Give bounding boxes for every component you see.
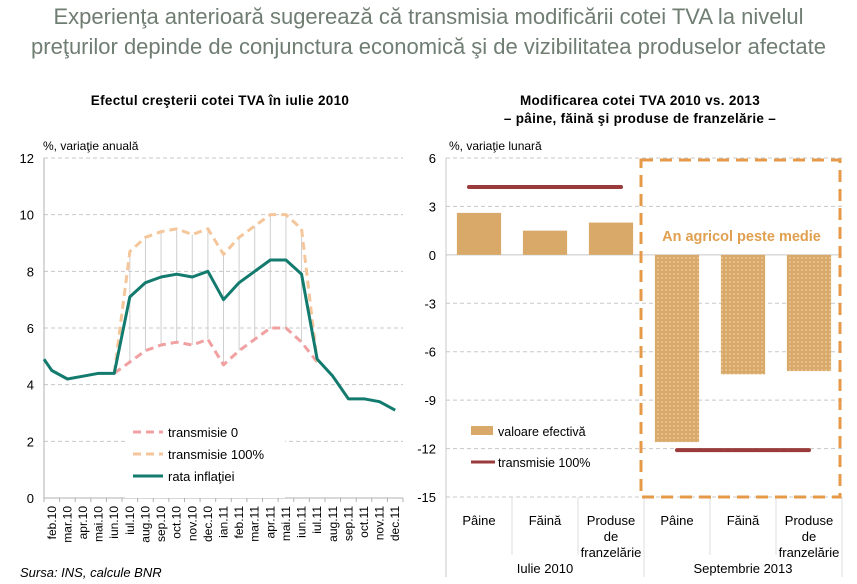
x-tick-label: oct.11 bbox=[357, 506, 371, 538]
group-label: Septembrie 2013 bbox=[693, 561, 792, 576]
bar bbox=[522, 230, 568, 255]
x-tick-label: ian.11 bbox=[217, 506, 231, 538]
right-chart-unit: %, variaţie lunară bbox=[449, 139, 542, 153]
x-category-label-word: franzelărie bbox=[581, 545, 642, 560]
x-category-label: Pâine bbox=[462, 513, 495, 528]
x-tick-label: feb.11 bbox=[232, 506, 246, 539]
right-chart-title: Modificarea cotei TVA 2010 vs. 2013 – pâ… bbox=[430, 92, 850, 128]
x-category-label-word: Făină bbox=[529, 513, 562, 528]
y-tick-label: 6 bbox=[27, 321, 34, 336]
series-line-transmisie-100- bbox=[112, 213, 319, 374]
left-chart-title: Efectul creşterii cotei TVA în iulie 201… bbox=[90, 93, 350, 108]
x-category-label-word: de bbox=[802, 529, 816, 544]
bar bbox=[786, 254, 832, 372]
x-tick-label: nov.11 bbox=[373, 506, 387, 541]
x-category-label-word: Pâine bbox=[462, 513, 495, 528]
right-chart-title-line1: Modificarea cotei TVA 2010 vs. 2013 bbox=[519, 93, 761, 108]
x-tick-label: apr.11 bbox=[263, 506, 277, 539]
y-tick-label: 2 bbox=[27, 434, 34, 449]
legend-label: transmisie 100% bbox=[498, 456, 590, 470]
x-tick-label: iun.11 bbox=[295, 506, 309, 538]
x-tick-label: nov.10 bbox=[185, 506, 199, 541]
x-tick-label: iul.10 bbox=[123, 506, 137, 535]
x-tick-label: oct.10 bbox=[170, 506, 184, 539]
x-category-label: Produse de franzelărie bbox=[779, 513, 840, 560]
legend-label: transmisie 100% bbox=[168, 447, 265, 462]
y-tick-label: 12 bbox=[20, 151, 34, 166]
x-category-label-word: Produse bbox=[587, 513, 635, 528]
title-line-1: Experienţa anterioară sugerează că trans… bbox=[53, 4, 804, 29]
title-line-2: preţurilor depinde de conjunctura econom… bbox=[31, 34, 826, 59]
legend: transmisie 0 transmisie 100% rata inflaţie… bbox=[125, 418, 285, 498]
x-tick-label: mar.11 bbox=[248, 506, 262, 542]
x-tick-label: aug.10 bbox=[138, 506, 152, 543]
series-line-transmisie-0 bbox=[113, 326, 319, 375]
x-tick-label: mai.11 bbox=[279, 506, 293, 541]
x-tick-label: feb.10 bbox=[45, 506, 59, 540]
x-category-label-word: de bbox=[604, 529, 618, 544]
x-category-label-word: franzelărie bbox=[779, 545, 840, 560]
legend-label: valoare efectivă bbox=[498, 425, 586, 439]
group-label: Iulie 2010 bbox=[517, 561, 573, 576]
x-tick-label: iul.11 bbox=[310, 506, 324, 534]
x-category-label: Făină bbox=[727, 513, 760, 528]
y-tick-label: 4 bbox=[27, 378, 34, 393]
annotation-box bbox=[639, 158, 842, 499]
x-category-label-word: Făină bbox=[727, 513, 760, 528]
x-tick-label: apr.10 bbox=[76, 506, 90, 540]
right-chart-subtitle: – pâine, făină şi produse de franzelărie… bbox=[503, 111, 777, 126]
x-tick-label: dec.11 bbox=[388, 506, 402, 541]
left-chart-unit: %, variaţie anuală bbox=[43, 139, 139, 153]
bar bbox=[720, 254, 766, 375]
x-category-label: Făină bbox=[529, 513, 562, 528]
x-category-label: Pâine bbox=[660, 513, 693, 528]
y-tick-label: 10 bbox=[20, 208, 34, 223]
series-line-rata-infla-iei bbox=[42, 258, 396, 412]
x-category-label: Produse de franzelărie bbox=[581, 513, 642, 560]
y-tick-label: 0 bbox=[27, 491, 34, 506]
source-note: Sursa: INS, calcule BNR bbox=[20, 565, 162, 580]
legend-label: rata inflaţiei bbox=[168, 469, 235, 484]
x-tick-label: iun.10 bbox=[107, 506, 121, 539]
x-tick-label: aug.11 bbox=[326, 506, 340, 542]
legend-label: transmisie 0 bbox=[168, 425, 238, 440]
x-category-label-word: Pâine bbox=[660, 513, 693, 528]
x-tick-label: sep.10 bbox=[154, 506, 168, 542]
bar bbox=[654, 254, 700, 443]
bar bbox=[588, 222, 634, 255]
page-title: Experienţa anterioară sugerează că trans… bbox=[0, 2, 857, 62]
x-tick-label: mar.10 bbox=[60, 506, 74, 543]
x-tick-label: dec.10 bbox=[201, 506, 215, 542]
x-category-label-word: Produse bbox=[785, 513, 833, 528]
y-tick-label: 8 bbox=[27, 264, 34, 279]
annotation-label: An agricol peste medie bbox=[662, 229, 821, 245]
legend-swatch-bars bbox=[471, 426, 493, 435]
x-tick-label: sep.11 bbox=[341, 506, 355, 541]
bar bbox=[456, 212, 502, 255]
x-tick-label: mai.10 bbox=[92, 506, 106, 542]
